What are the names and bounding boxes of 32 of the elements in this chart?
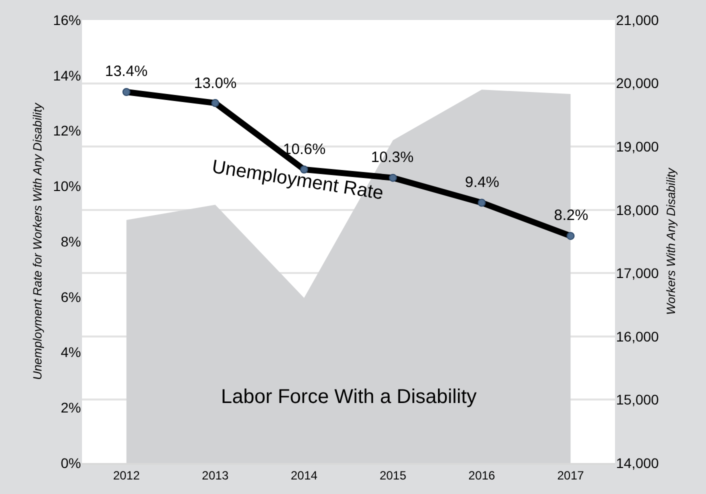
y-tick-label: 14% xyxy=(52,67,81,84)
y2-axis-title: Workers With Any Disability xyxy=(664,167,678,315)
data-label: 13.0% xyxy=(194,75,237,92)
data-label: 9.4% xyxy=(465,174,500,191)
y2-tick-label: 20,000 xyxy=(616,75,660,92)
x-tick-label: 2013 xyxy=(202,468,229,482)
y-tick-label: 10% xyxy=(52,178,81,194)
data-label: 13.4% xyxy=(105,63,148,80)
series-label: Labor Force With a Disability xyxy=(221,386,477,408)
x-tick-label: 2017 xyxy=(557,468,584,482)
y2-tick-label: 21,000 xyxy=(616,12,660,28)
y-tick-label: 6% xyxy=(60,288,81,305)
x-tick-label: 2016 xyxy=(468,468,496,482)
y-tick-label: 4% xyxy=(60,344,81,360)
y2-tick-label: 14,000 xyxy=(616,454,660,471)
y2-tick-label: 15,000 xyxy=(616,392,660,408)
y2-tick-label: 19,000 xyxy=(616,138,660,154)
x-tick-label: 2012 xyxy=(113,468,140,482)
y-tick-label: 0% xyxy=(60,454,81,471)
y-tick-label: 8% xyxy=(60,233,81,250)
x-tick-label: 2015 xyxy=(380,468,407,482)
y-tick-label: 16% xyxy=(52,12,81,28)
x-tick-label: 2014 xyxy=(290,468,318,482)
y-axis-title: Unemployment Rate for Workers With Any Disability xyxy=(30,102,44,380)
y-tick-label: 12% xyxy=(52,122,81,139)
data-label: 10.6% xyxy=(283,141,326,158)
data-label: 8.2% xyxy=(554,207,588,224)
data-label: 10.3% xyxy=(371,149,414,166)
y2-tick-label: 18,000 xyxy=(616,202,660,218)
y2-tick-label: 16,000 xyxy=(616,328,660,344)
y-tick-label: 2% xyxy=(60,400,81,416)
y2-tick-label: 17,000 xyxy=(616,265,660,282)
